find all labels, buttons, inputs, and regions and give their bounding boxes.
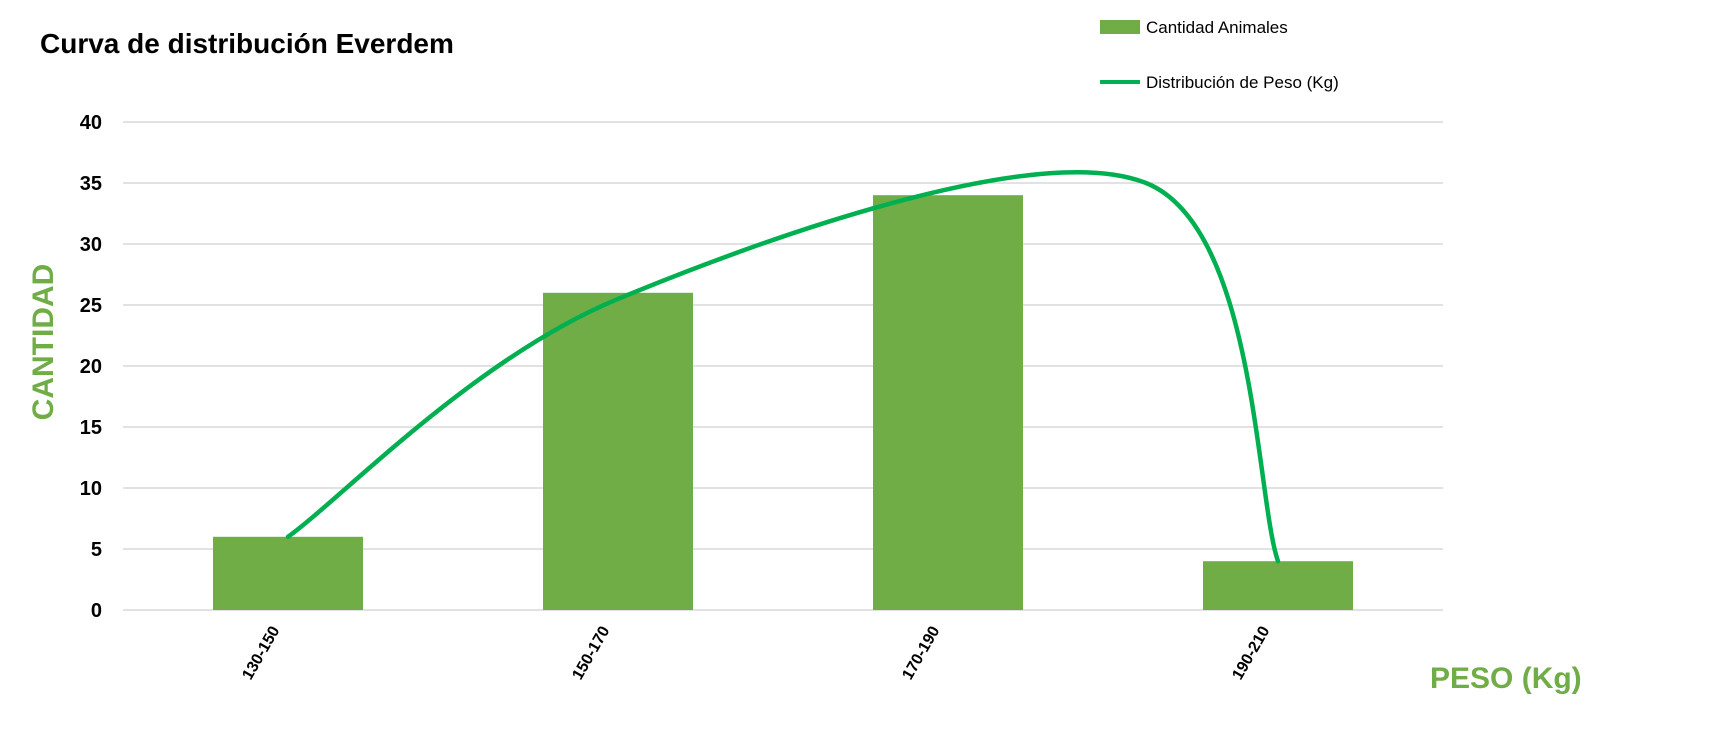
y-tick-label: 30 [80,234,102,256]
y-tick-label: 10 [80,478,102,500]
bar-170-190 [873,195,1023,610]
y-tick-label: 35 [80,173,102,195]
distribution-curve [285,170,1281,564]
x-tick-label: 190-210 [1229,623,1273,682]
legend: Cantidad Animales Distribución de Peso (… [1100,18,1339,92]
y-tick-label: 0 [91,600,102,622]
y-axis-ticks: 0 5 10 15 20 25 30 35 40 [80,112,102,622]
bars [213,195,1353,610]
x-tick-label: 170-190 [899,623,943,682]
y-tick-label: 5 [91,539,102,561]
y-axis-title: CANTIDAD [27,264,60,421]
y-tick-label: 40 [80,112,102,134]
chart-title: Curva de distribución Everdem [40,28,454,59]
x-axis-ticks: 130-150 150-170 170-190 190-210 [239,623,1273,682]
legend-label-line: Distribución de Peso (Kg) [1146,73,1339,92]
bar-190-210 [1203,561,1353,610]
y-tick-label: 20 [80,356,102,378]
legend-swatch-bars [1100,20,1140,34]
x-tick-label: 150-170 [569,623,613,682]
legend-label-bars: Cantidad Animales [1146,18,1288,37]
bar-130-150 [213,536,363,610]
x-axis-title: PESO (Kg) [1430,662,1582,695]
y-tick-label: 25 [80,295,102,317]
y-tick-label: 15 [80,417,102,439]
bar-150-170 [543,292,693,610]
x-tick-label: 130-150 [239,623,283,682]
